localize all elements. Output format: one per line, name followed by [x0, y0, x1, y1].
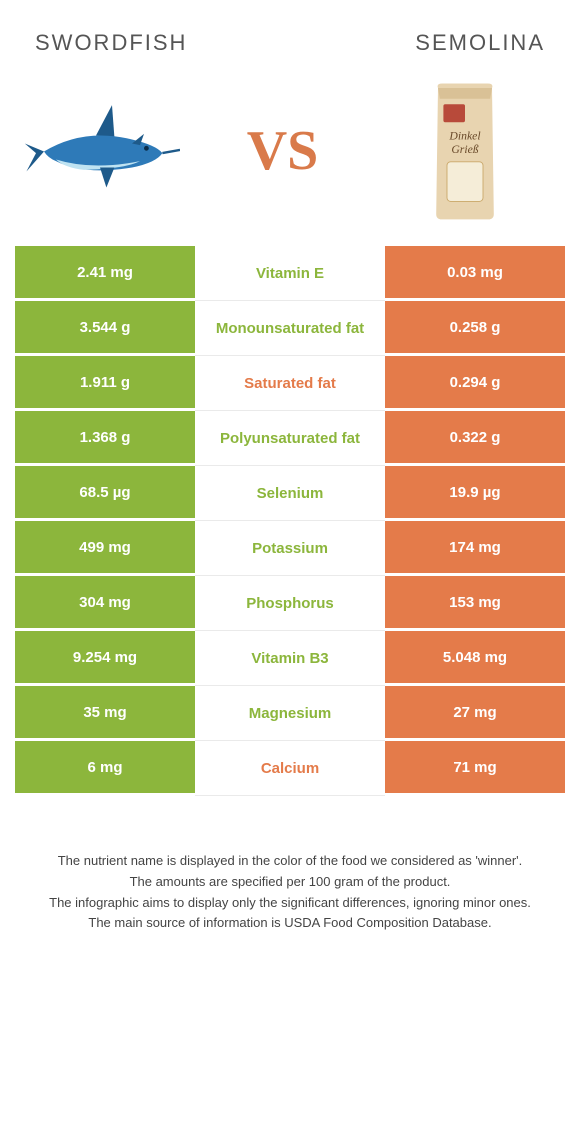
value-right: 0.294 g — [385, 356, 565, 411]
infographic-container: Swordfish Semolina VS Dinkel Grieß — [0, 0, 580, 974]
table-row: 35 mgMagnesium27 mg — [15, 686, 565, 741]
svg-text:Dinkel: Dinkel — [448, 129, 480, 142]
value-left: 1.368 g — [15, 411, 195, 466]
value-right: 0.03 mg — [385, 246, 565, 301]
value-right: 174 mg — [385, 521, 565, 576]
table-row: 3.544 gMonounsaturated fat0.258 g — [15, 301, 565, 356]
footer-line: The amounts are specified per 100 gram o… — [35, 872, 545, 893]
footer-line: The infographic aims to display only the… — [35, 893, 545, 914]
value-left: 6 mg — [15, 741, 195, 796]
vs-label: VS — [247, 119, 319, 183]
value-left: 3.544 g — [15, 301, 195, 356]
semolina-image: Dinkel Grieß — [385, 81, 545, 221]
value-left: 2.41 mg — [15, 246, 195, 301]
value-right: 19.9 µg — [385, 466, 565, 521]
value-right: 0.258 g — [385, 301, 565, 356]
value-right: 5.048 mg — [385, 631, 565, 686]
value-left: 9.254 mg — [15, 631, 195, 686]
table-row: 499 mgPotassium174 mg — [15, 521, 565, 576]
nutrient-label: Phosphorus — [195, 576, 385, 631]
table-row: 9.254 mgVitamin B35.048 mg — [15, 631, 565, 686]
table-row: 1.911 gSaturated fat0.294 g — [15, 356, 565, 411]
nutrient-label: Vitamin B3 — [195, 631, 385, 686]
nutrient-table: 2.41 mgVitamin E0.03 mg3.544 gMonounsatu… — [15, 246, 565, 796]
value-right: 0.322 g — [385, 411, 565, 466]
header-right: Semolina — [415, 30, 545, 56]
table-row: 2.41 mgVitamin E0.03 mg — [15, 246, 565, 301]
footer-line: The main source of information is USDA F… — [35, 913, 545, 934]
nutrient-label: Polyunsaturated fat — [195, 411, 385, 466]
value-left: 68.5 µg — [15, 466, 195, 521]
nutrient-label: Calcium — [195, 741, 385, 796]
value-left: 1.911 g — [15, 356, 195, 411]
nutrient-label: Magnesium — [195, 686, 385, 741]
swordfish-image — [20, 81, 180, 221]
value-left: 35 mg — [15, 686, 195, 741]
nutrient-label: Saturated fat — [195, 356, 385, 411]
nutrient-label: Selenium — [195, 466, 385, 521]
table-row: 6 mgCalcium71 mg — [15, 741, 565, 796]
images-row: VS Dinkel Grieß — [15, 71, 565, 246]
footer-line: The nutrient name is displayed in the co… — [35, 851, 545, 872]
value-right: 71 mg — [385, 741, 565, 796]
header-row: Swordfish Semolina — [15, 20, 565, 71]
nutrient-label: Monounsaturated fat — [195, 301, 385, 356]
value-left: 499 mg — [15, 521, 195, 576]
table-row: 68.5 µgSelenium19.9 µg — [15, 466, 565, 521]
footer-notes: The nutrient name is displayed in the co… — [15, 796, 565, 944]
table-row: 1.368 gPolyunsaturated fat0.322 g — [15, 411, 565, 466]
svg-text:Grieß: Grieß — [451, 143, 478, 156]
value-right: 153 mg — [385, 576, 565, 631]
value-right: 27 mg — [385, 686, 565, 741]
table-row: 304 mgPhosphorus153 mg — [15, 576, 565, 631]
nutrient-label: Vitamin E — [195, 246, 385, 301]
value-left: 304 mg — [15, 576, 195, 631]
nutrient-label: Potassium — [195, 521, 385, 576]
header-left: Swordfish — [35, 30, 187, 56]
